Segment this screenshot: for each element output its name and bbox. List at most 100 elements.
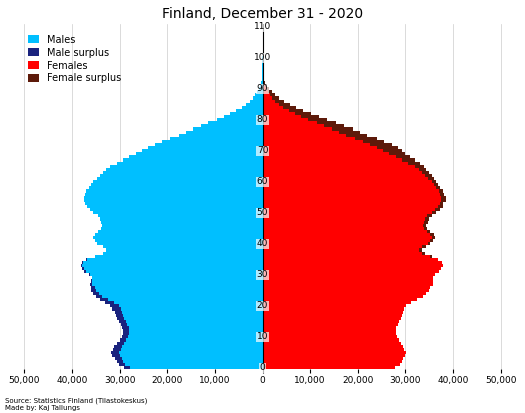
Bar <box>246 102 262 106</box>
Bar <box>262 307 404 311</box>
Bar <box>115 311 122 313</box>
Bar <box>123 332 129 335</box>
Bar <box>262 211 436 214</box>
Bar <box>262 276 433 280</box>
Bar <box>91 286 95 289</box>
Bar <box>98 214 262 217</box>
Bar <box>422 245 426 249</box>
Bar <box>301 115 319 118</box>
Bar <box>262 348 404 351</box>
Bar <box>84 196 262 199</box>
Bar <box>262 223 426 227</box>
Bar <box>262 202 444 205</box>
Text: Source: Statistics Finland (Tilastokeskus)
Made by: Kaj Tallungs: Source: Statistics Finland (Tilastokesku… <box>5 397 148 411</box>
Bar <box>262 93 275 96</box>
Bar <box>428 242 430 245</box>
Bar <box>101 223 262 227</box>
Bar <box>262 161 419 165</box>
Bar <box>436 186 439 190</box>
Bar <box>86 190 262 192</box>
Bar <box>262 342 401 344</box>
Bar <box>124 366 130 370</box>
Bar <box>123 159 262 161</box>
Bar <box>262 165 424 168</box>
Bar <box>90 208 262 211</box>
Bar <box>262 217 429 221</box>
Bar <box>262 360 402 363</box>
Bar <box>111 351 262 354</box>
Bar <box>117 317 262 320</box>
Bar <box>262 311 403 313</box>
Bar <box>106 301 114 304</box>
Bar <box>236 109 262 112</box>
Bar <box>262 186 439 190</box>
Bar <box>262 128 353 131</box>
Bar <box>424 227 427 230</box>
Bar <box>100 298 262 301</box>
Bar <box>112 354 262 357</box>
Bar <box>430 239 433 242</box>
Bar <box>262 357 403 360</box>
Bar <box>262 313 402 317</box>
Bar <box>155 143 262 146</box>
Bar <box>279 102 290 106</box>
Bar <box>106 249 262 252</box>
Bar <box>430 233 434 236</box>
Bar <box>262 168 426 171</box>
Bar <box>262 143 392 146</box>
Bar <box>84 270 262 273</box>
Bar <box>262 298 417 301</box>
Bar <box>430 255 432 258</box>
Bar <box>262 242 430 245</box>
Bar <box>262 292 426 295</box>
Bar <box>262 199 446 202</box>
Bar <box>111 351 119 354</box>
Bar <box>262 261 442 264</box>
Bar <box>262 286 430 289</box>
Legend: Males, Male surplus, Females, Female surplus: Males, Male surplus, Females, Female sur… <box>25 32 124 86</box>
Bar <box>262 124 344 128</box>
Bar <box>262 149 402 152</box>
Bar <box>97 177 262 180</box>
Text: 10: 10 <box>257 332 268 342</box>
Bar <box>263 75 264 78</box>
Bar <box>262 249 422 252</box>
Bar <box>93 292 99 295</box>
Bar <box>262 233 434 236</box>
Bar <box>264 81 266 84</box>
Bar <box>122 335 128 338</box>
Bar <box>112 307 262 311</box>
Bar <box>262 87 269 90</box>
Bar <box>86 202 262 205</box>
Bar <box>80 264 82 267</box>
Text: 110: 110 <box>254 22 271 31</box>
Bar <box>95 239 262 242</box>
Bar <box>123 332 262 335</box>
Bar <box>262 109 303 112</box>
Bar <box>91 280 92 282</box>
Bar <box>91 183 262 186</box>
Bar <box>262 267 441 270</box>
Bar <box>117 342 124 344</box>
Bar <box>119 320 262 323</box>
Bar <box>396 155 410 159</box>
Bar <box>262 258 438 261</box>
Bar <box>80 264 262 267</box>
Bar <box>242 106 262 109</box>
Bar <box>170 137 262 140</box>
Bar <box>419 168 426 171</box>
Bar <box>377 146 398 149</box>
Bar <box>93 211 262 214</box>
Bar <box>268 90 271 93</box>
Bar <box>262 326 396 329</box>
Bar <box>113 348 262 351</box>
Bar <box>435 208 439 211</box>
Bar <box>262 320 399 323</box>
Bar <box>129 155 262 159</box>
Bar <box>116 313 262 317</box>
Bar <box>261 78 262 81</box>
Bar <box>415 165 424 168</box>
Bar <box>117 342 262 344</box>
Bar <box>434 183 438 186</box>
Text: 50: 50 <box>257 208 268 217</box>
